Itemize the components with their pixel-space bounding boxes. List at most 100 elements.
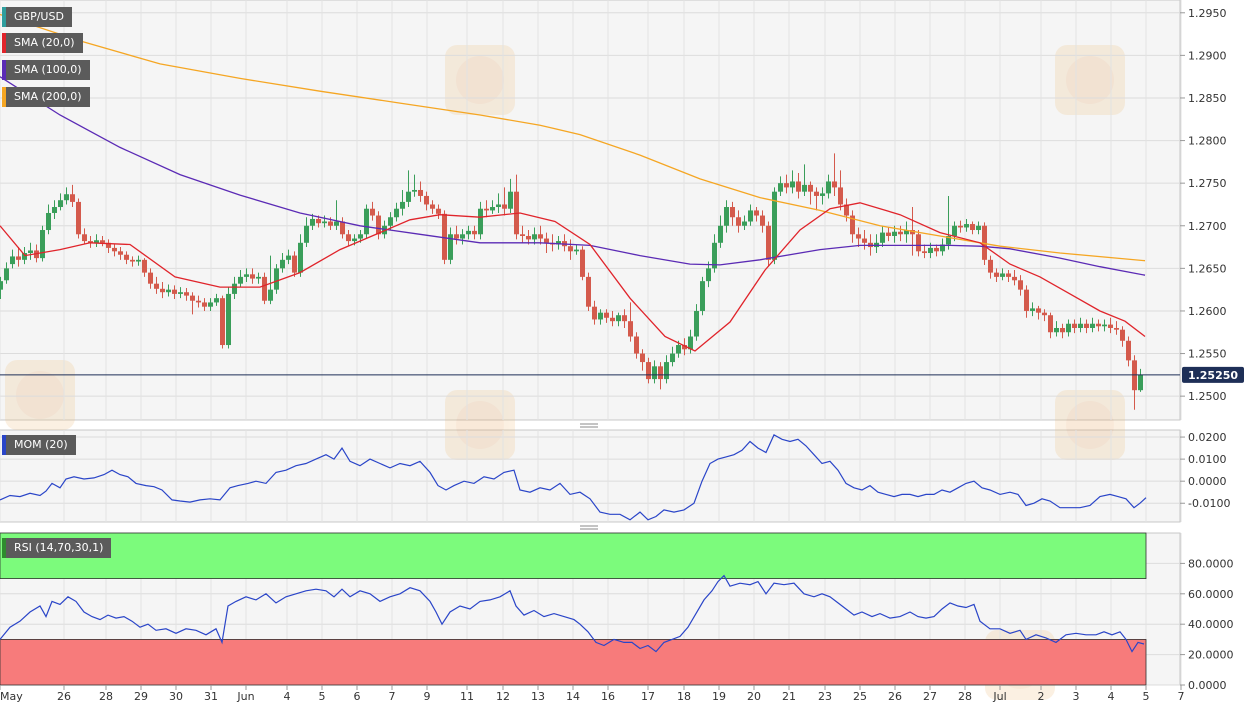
- momentum-panel-bg: [0, 429, 1181, 523]
- candle-body: [724, 207, 729, 226]
- candle-body: [460, 234, 465, 239]
- legend-sma100[interactable]: SMA (100,0): [2, 60, 90, 80]
- candle-body: [508, 191, 513, 209]
- watermark-logo-shape: [1066, 401, 1114, 449]
- candle-body: [1108, 324, 1113, 328]
- price-y-tick-label: 1.2800: [1188, 135, 1227, 148]
- sma-lines-layer: [0, 13, 1146, 352]
- candle-body: [448, 234, 453, 260]
- rsi-y-tick-label: 80.0000: [1188, 557, 1234, 570]
- candle-body: [238, 276, 243, 284]
- candle-body: [748, 210, 753, 222]
- price-y-tick-label: 1.2750: [1188, 177, 1227, 190]
- candle-body: [472, 230, 477, 235]
- candle-body: [1006, 273, 1011, 277]
- candle-body: [202, 302, 207, 307]
- candle-body: [478, 208, 483, 235]
- x-axis-tick-label: 30: [169, 690, 183, 703]
- candle-body: [712, 242, 717, 269]
- candle-body: [154, 283, 159, 289]
- legend-gbpusd[interactable]: GBP/USD: [2, 7, 72, 27]
- candle-body: [736, 217, 741, 226]
- candle-body: [226, 293, 231, 346]
- candle-body: [1066, 323, 1071, 333]
- momentum-y-axis: 0.0200 0.0100 0.0000 -0.0100: [1180, 431, 1230, 510]
- candle-body: [4, 268, 9, 281]
- momentum-y-tick-label: 0.0200: [1188, 431, 1227, 444]
- candle-body: [760, 215, 765, 226]
- candle-body: [406, 191, 411, 202]
- candle-body: [640, 353, 645, 363]
- candle-body: [532, 234, 537, 240]
- candle-body: [604, 312, 609, 318]
- candle-body: [496, 204, 501, 208]
- candle-body: [970, 224, 975, 231]
- candle-body: [700, 281, 705, 311]
- legend-label: SMA (100,0): [14, 63, 82, 76]
- candle-body: [22, 253, 27, 260]
- candle-body: [298, 242, 303, 273]
- x-axis-tick-label: 18: [677, 690, 691, 703]
- price-y-tick-label: 1.2500: [1188, 390, 1227, 403]
- candle-body: [76, 201, 81, 235]
- candle-body: [118, 251, 123, 255]
- candle-body: [214, 298, 219, 303]
- legend-label: SMA (200,0): [14, 90, 82, 103]
- candle-body: [946, 235, 951, 245]
- candle-body: [1138, 374, 1143, 391]
- x-axis-tick-label: Jun: [236, 690, 254, 703]
- legend-momentum[interactable]: MOM (20): [2, 435, 76, 455]
- candle-body: [598, 312, 603, 320]
- candle-body: [286, 255, 291, 260]
- resize-handle-1[interactable]: [580, 423, 598, 428]
- candle-body: [370, 208, 375, 216]
- x-axis-tick-label: 28: [958, 690, 972, 703]
- watermark-logo-shape: [1066, 56, 1114, 104]
- candle-body: [538, 234, 543, 239]
- x-axis-tick-label: 9: [424, 690, 431, 703]
- candle-body: [916, 234, 921, 252]
- candle-body: [526, 235, 531, 240]
- candle-body: [1120, 329, 1125, 341]
- candle-body: [160, 288, 165, 293]
- candle-body: [964, 224, 969, 228]
- resize-handle-2[interactable]: [580, 525, 598, 530]
- candle-body: [268, 289, 273, 301]
- candle-body: [124, 254, 129, 260]
- candle-body: [166, 289, 171, 293]
- legend-swatch: [2, 60, 6, 80]
- candle-body: [412, 189, 417, 192]
- candle-body: [70, 194, 75, 202]
- candle-body: [1054, 327, 1059, 333]
- candle-body: [628, 321, 633, 337]
- candle-body: [658, 366, 663, 380]
- candle-body: [652, 366, 657, 380]
- candle-body: [568, 246, 573, 252]
- watermark-logo-shape: [445, 390, 515, 460]
- candle-body: [1126, 340, 1131, 361]
- candle-body: [220, 298, 225, 346]
- candle-body: [100, 240, 105, 243]
- legend-swatch: [2, 87, 6, 107]
- candle-body: [454, 234, 459, 239]
- candle-body: [958, 225, 963, 228]
- candle-body: [808, 184, 813, 192]
- candle-body: [922, 251, 927, 254]
- candle-body: [142, 259, 147, 273]
- legend-sma20[interactable]: SMA (20,0): [2, 33, 83, 53]
- candle-body: [718, 225, 723, 243]
- rsi-zones: [0, 532, 1147, 686]
- legend-sma200[interactable]: SMA (200,0): [2, 87, 90, 107]
- price-grid: [0, 12, 1180, 397]
- x-axis-tick-label: 16: [601, 690, 615, 703]
- price-y-tick-label: 1.2600: [1188, 305, 1227, 318]
- legend-rsi[interactable]: RSI (14,70,30,1): [2, 538, 112, 558]
- x-axis-tick-label: 21: [782, 690, 796, 703]
- rsi-overbought-zone: [0, 532, 1147, 579]
- candle-body: [46, 212, 51, 231]
- legend-label: SMA (20,0): [14, 36, 75, 49]
- candle-body: [646, 362, 651, 380]
- candle-body: [670, 353, 675, 363]
